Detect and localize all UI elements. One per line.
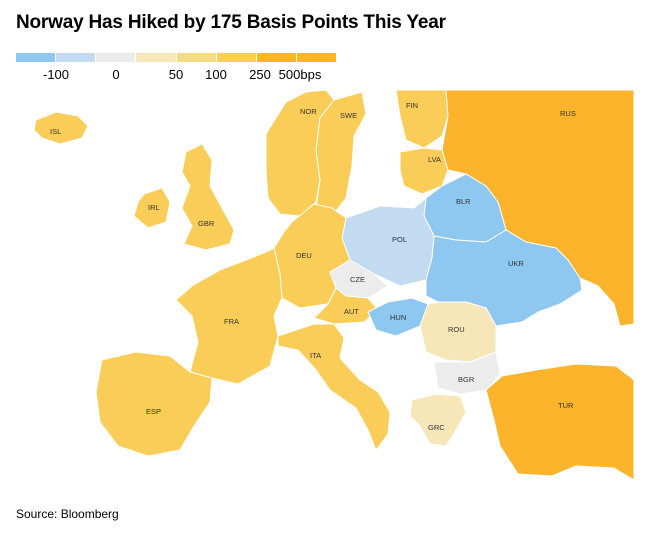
legend-swatch <box>176 53 216 62</box>
country-label: RUS <box>560 109 576 118</box>
country-label: FIN <box>406 101 418 110</box>
legend-label: -100 <box>42 67 70 82</box>
legend-swatch <box>56 53 96 62</box>
country-label: ITA <box>310 351 321 360</box>
country-label: ISL <box>50 127 61 136</box>
country-gbr <box>181 143 235 251</box>
legend-label: 500bps <box>278 67 322 82</box>
country-label: SWE <box>340 111 357 120</box>
country-label: AUT <box>344 307 359 316</box>
country-label: HUN <box>390 313 406 322</box>
source-note: Source: Bloomberg <box>16 507 119 521</box>
country-label: DEU <box>296 251 312 260</box>
country-isl <box>33 111 89 145</box>
country-label: LVA <box>428 155 441 164</box>
country-label: IRL <box>148 203 160 212</box>
legend-swatch <box>216 53 256 62</box>
legend-label: 250 <box>249 67 271 82</box>
country-tur <box>485 363 634 481</box>
country-label: GBR <box>198 219 215 228</box>
country-grc <box>409 393 467 447</box>
color-legend: -100 0 50 100 250 500bps <box>16 53 336 83</box>
legend-label: 100 <box>205 67 227 82</box>
country-label: BLR <box>456 197 471 206</box>
legend-swatch <box>96 53 136 62</box>
legend-swatch <box>136 53 176 62</box>
country-rou <box>419 301 497 363</box>
legend-label: 50 <box>168 67 184 82</box>
country-label: POL <box>392 235 407 244</box>
country-bgr <box>433 351 501 395</box>
country-irl <box>133 187 171 229</box>
europe-map: ISL IRL GBR NOR SWE FIN LVA RUS BLR POL … <box>16 90 634 498</box>
legend-swatch <box>16 53 56 62</box>
country-esp <box>95 351 213 457</box>
legend-swatch <box>256 53 296 62</box>
country-label: GRC <box>428 423 445 432</box>
country-label: UKR <box>508 259 524 268</box>
chart-title: Norway Has Hiked by 175 Basis Points Thi… <box>16 12 446 33</box>
country-label: FRA <box>224 317 239 326</box>
legend-swatch <box>296 53 336 62</box>
country-swe <box>315 91 367 217</box>
country-fra <box>175 247 283 385</box>
country-label: NOR <box>300 107 317 116</box>
country-fin <box>395 90 449 149</box>
country-label: ESP <box>146 407 161 416</box>
country-label: TUR <box>558 401 574 410</box>
map-svg: ISL IRL GBR NOR SWE FIN LVA RUS BLR POL … <box>33 90 634 481</box>
legend-label: 0 <box>112 67 120 82</box>
country-label: ROU <box>448 325 465 334</box>
legend-color-scale <box>16 53 336 62</box>
country-label: CZE <box>350 275 365 284</box>
country-ita <box>277 323 391 451</box>
country-label: BGR <box>458 375 475 384</box>
